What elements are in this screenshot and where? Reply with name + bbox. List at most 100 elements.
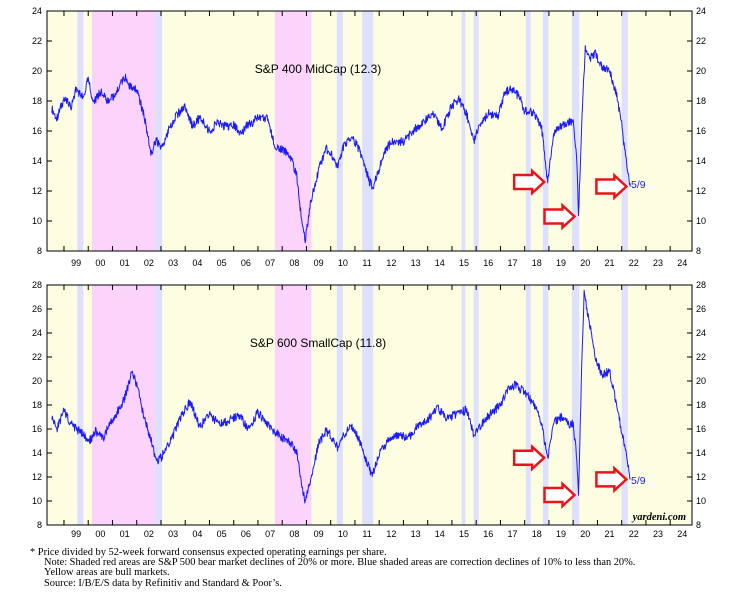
- x-tick-label: 03: [168, 258, 178, 268]
- x-tick-label: 06: [241, 258, 251, 268]
- x-tick-label: 24: [677, 529, 687, 539]
- y-tick-label-left: 26: [32, 304, 42, 314]
- x-tick-label: 20: [580, 258, 590, 268]
- correction-shade-band: [621, 285, 628, 525]
- y-tick-label-left: 8: [37, 246, 42, 256]
- y-tick-label-right: 22: [696, 352, 706, 362]
- y-tick-label-right: 12: [696, 472, 706, 482]
- x-tick-label: 07: [265, 258, 275, 268]
- y-tick-label-left: 10: [32, 496, 42, 506]
- correction-shade-band: [571, 11, 580, 251]
- correction-shade-band: [362, 11, 374, 251]
- y-tick-label-left: 12: [32, 472, 42, 482]
- x-tick-label: 11: [362, 258, 371, 268]
- x-tick-label: 15: [459, 529, 469, 539]
- x-tick-label: 13: [411, 529, 421, 539]
- y-tick-label-right: 24: [696, 6, 706, 16]
- y-tick-label-right: 26: [696, 304, 706, 314]
- x-tick-label: 07: [265, 529, 275, 539]
- x-tick-label: 21: [605, 529, 615, 539]
- x-tick-label: 00: [95, 529, 105, 539]
- y-tick-label-left: 12: [32, 186, 42, 196]
- y-tick-label-right: 20: [696, 66, 706, 76]
- correction-shade-band: [525, 11, 531, 251]
- red-arrow-marker: [512, 168, 547, 196]
- x-tick-label: 01: [120, 258, 130, 268]
- x-tick-label: 03: [168, 529, 178, 539]
- end-date-label: 5/9: [631, 179, 646, 191]
- x-tick-label: 14: [435, 529, 445, 539]
- x-tick-label: 18: [532, 258, 542, 268]
- y-tick-label-left: 20: [32, 66, 42, 76]
- chart-title: S&P 600 SmallCap (11.8): [250, 336, 386, 350]
- x-tick-label: 11: [362, 529, 371, 539]
- chart-canvas: 8 8 10 10 12 12 14 14 16 16 18 18 20 20 22 22 24 24 99 00 01…: [32, 6, 706, 539]
- x-tick-label: 04: [192, 529, 202, 539]
- x-tick-label: 12: [386, 529, 396, 539]
- correction-shade-band: [154, 285, 163, 525]
- smallcap-panel: 8 8 10 10 12 12 14 14 16 16 18 18 20 20 22 22 24 24 26 26 28…: [32, 280, 706, 539]
- y-tick-label-left: 10: [32, 216, 42, 226]
- y-tick-label-left: 16: [32, 126, 42, 136]
- y-tick-label-left: 24: [32, 6, 42, 16]
- x-tick-label: 19: [556, 529, 566, 539]
- bear-shade-band: [91, 285, 155, 525]
- correction-shade-band: [621, 11, 628, 251]
- x-tick-label: 05: [217, 258, 227, 268]
- x-tick-label: 08: [289, 258, 299, 268]
- y-tick-label-left: 28: [32, 280, 42, 290]
- correction-shade-band: [542, 11, 549, 251]
- y-tick-label-left: 24: [32, 328, 42, 338]
- x-tick-label: 23: [653, 258, 663, 268]
- y-tick-label-right: 14: [696, 448, 706, 458]
- y-tick-label-right: 8: [696, 520, 701, 530]
- y-tick-label-right: 10: [696, 496, 706, 506]
- x-tick-label: 16: [483, 529, 493, 539]
- x-tick-label: 23: [653, 529, 663, 539]
- correction-shade-band: [77, 11, 84, 251]
- x-tick-label: 99: [71, 258, 81, 268]
- y-tick-label-left: 18: [32, 96, 42, 106]
- red-arrow-marker: [595, 465, 629, 494]
- y-tick-label-left: 16: [32, 424, 42, 434]
- x-tick-label: 15: [459, 258, 469, 268]
- x-tick-label: 01: [120, 529, 130, 539]
- y-tick-label-right: 24: [696, 328, 706, 338]
- chart-title: S&P 400 MidCap (12.3): [255, 62, 382, 76]
- series-line: [51, 289, 631, 504]
- y-tick-label-right: 12: [696, 186, 706, 196]
- x-tick-label: 10: [338, 529, 348, 539]
- x-tick-label: 04: [192, 258, 202, 268]
- x-tick-label: 05: [217, 529, 227, 539]
- y-tick-label-right: 28: [696, 280, 706, 290]
- y-tick-label-right: 18: [696, 400, 706, 410]
- y-tick-label-left: 8: [37, 520, 42, 530]
- x-tick-label: 99: [71, 529, 81, 539]
- x-tick-label: 09: [314, 258, 324, 268]
- y-tick-label-right: 14: [696, 156, 706, 166]
- y-tick-label-right: 16: [696, 424, 706, 434]
- y-tick-label-right: 20: [696, 376, 706, 386]
- footnote-definition: * Price divided by 52-week forward conse…: [30, 547, 387, 558]
- y-tick-label-left: 22: [32, 36, 42, 46]
- red-arrow-marker: [512, 443, 547, 472]
- y-tick-label-right: 18: [696, 96, 706, 106]
- x-tick-label: 10: [338, 258, 348, 268]
- red-arrow-marker: [543, 202, 577, 231]
- x-tick-label: 13: [411, 258, 421, 268]
- correction-shade-band: [77, 285, 84, 525]
- series-line: [51, 45, 631, 244]
- y-tick-label-right: 10: [696, 216, 706, 226]
- footnote-source: Source: I/B/E/S data by Refinitiv and St…: [44, 577, 282, 589]
- red-arrow-marker: [595, 172, 629, 201]
- y-tick-label-left: 14: [32, 448, 42, 458]
- x-tick-label: 17: [508, 529, 518, 539]
- x-tick-label: 14: [435, 258, 445, 268]
- x-tick-label: 19: [556, 258, 566, 268]
- end-date-label: 5/9: [631, 475, 646, 487]
- x-tick-label: 00: [95, 258, 105, 268]
- x-tick-label: 21: [605, 258, 615, 268]
- bear-shade-band: [274, 11, 312, 251]
- correction-shade-band: [461, 285, 466, 525]
- x-tick-label: 22: [629, 529, 639, 539]
